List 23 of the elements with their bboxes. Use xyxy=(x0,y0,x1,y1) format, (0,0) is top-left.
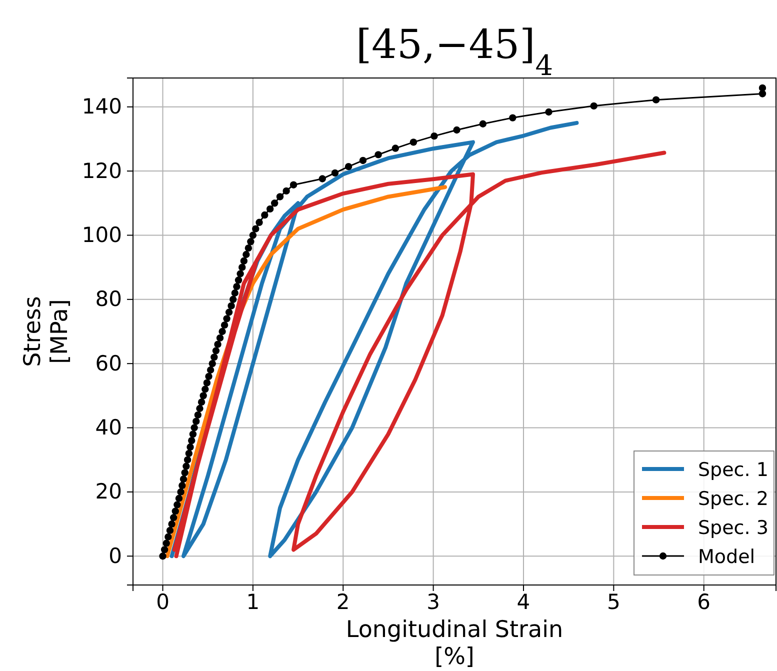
x-tick-label: 1 xyxy=(246,590,260,614)
y-axis-title: Stress [MPa] xyxy=(20,296,73,367)
y-tick-label: 120 xyxy=(82,158,122,183)
x-tick-label: 3 xyxy=(426,590,440,614)
x-axis-title: Longitudinal Strain [%] xyxy=(346,617,564,670)
y-tick-label: 140 xyxy=(82,94,122,119)
legend-label: Spec. 3 xyxy=(698,517,768,539)
y-tick-label: 40 xyxy=(95,415,122,440)
y-tick-label: 20 xyxy=(95,480,122,504)
y-tick-label: 0 xyxy=(108,544,122,568)
chart-title: [45,−45]$_{4}$ xyxy=(356,22,554,82)
x-tick-label: 4 xyxy=(516,590,530,614)
x-tick-label: 0 xyxy=(156,590,170,614)
y-tick-label: 80 xyxy=(95,287,122,312)
y-tick-label: 100 xyxy=(82,222,122,247)
y-tick-label: 60 xyxy=(95,351,122,376)
legend-label: Model xyxy=(698,546,756,568)
legend-label: Spec. 2 xyxy=(698,488,768,510)
legend-label: Spec. 1 xyxy=(698,459,768,481)
x-tick-label: 2 xyxy=(336,590,350,614)
line-series xyxy=(172,150,666,558)
x-tick-label: 6 xyxy=(697,590,711,614)
x-tick-label: 5 xyxy=(606,590,620,614)
